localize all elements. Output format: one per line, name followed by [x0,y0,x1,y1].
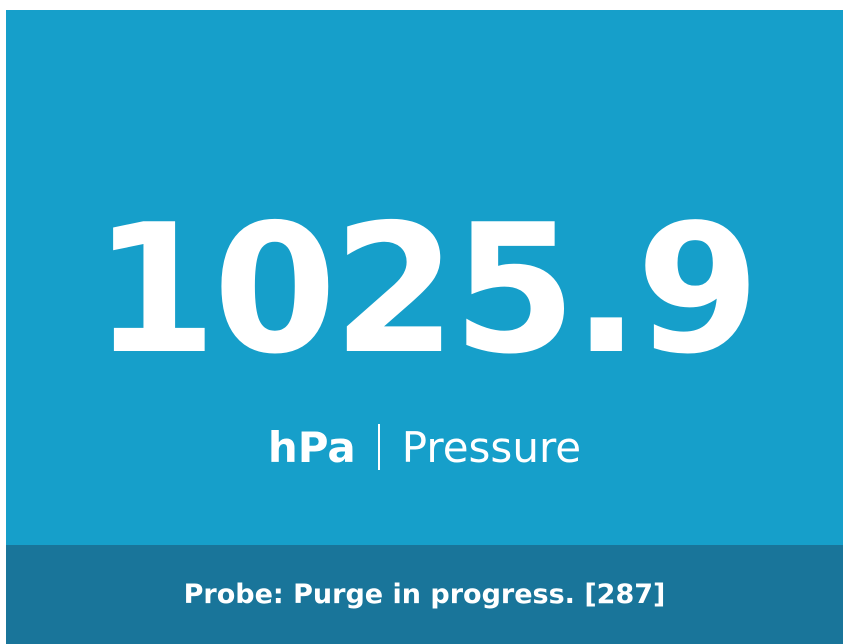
status-bar: Probe: Purge in progress. [287] [6,545,843,644]
reading-label: Pressure [401,423,582,472]
reading-meta: hPa Pressure [6,418,843,478]
reading-value: 1025.9 [93,186,760,393]
reading-panel: 1025.9 hPa Pressure [6,10,843,545]
reading-unit: hPa [267,423,356,472]
separator [377,424,380,470]
